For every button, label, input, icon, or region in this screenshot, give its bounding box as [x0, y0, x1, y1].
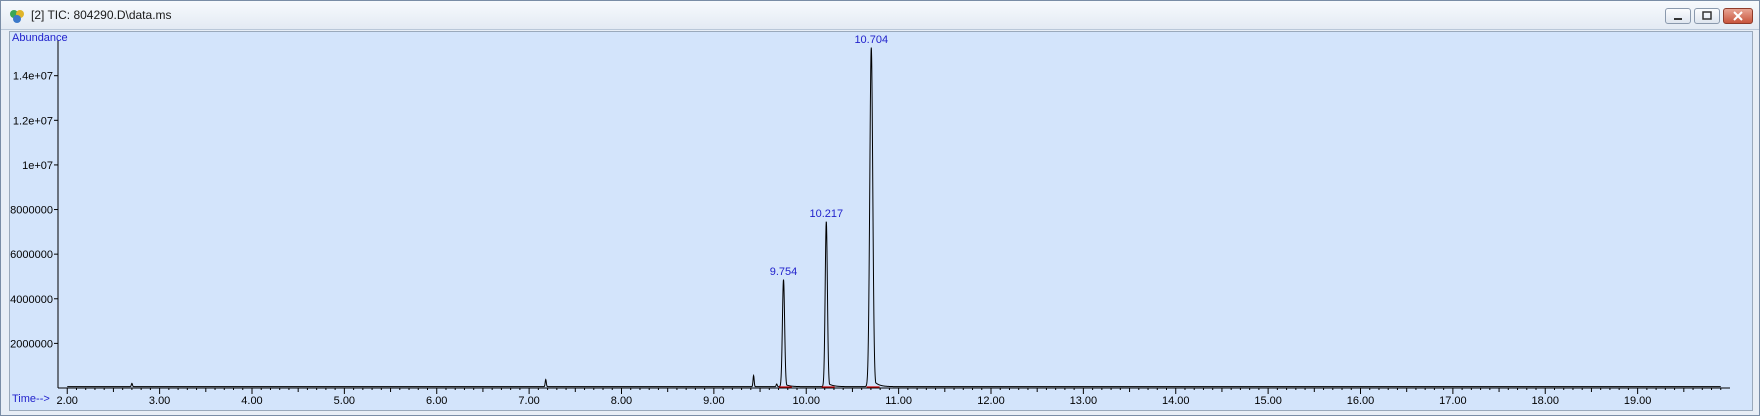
y-tick-label: 2000000 — [10, 338, 53, 350]
x-tick-label: 7.00 — [518, 395, 539, 407]
x-tick-label: 8.00 — [611, 395, 632, 407]
y-axis-title: Abundance — [12, 32, 68, 44]
restore-button[interactable] — [1694, 8, 1720, 24]
window-title: [2] TIC: 804290.D\data.ms — [31, 8, 172, 22]
x-tick-label: 10.00 — [792, 395, 820, 407]
x-tick-label: 14.00 — [1162, 395, 1190, 407]
x-tick-label: 4.00 — [241, 395, 262, 407]
peak-labels: 9.754 10.217 10.704 — [770, 34, 888, 278]
x-tick-label: 9.00 — [703, 395, 724, 407]
x-tick-label: 3.00 — [149, 395, 170, 407]
trace — [67, 47, 1721, 388]
minimize-icon — [1674, 18, 1682, 20]
title-bar[interactable]: [2] TIC: 804290.D\data.ms — [1, 1, 1759, 30]
x-tick-label: 2.00 — [57, 395, 78, 407]
x-tick-label: 18.00 — [1531, 395, 1559, 407]
x-tick-label: 6.00 — [426, 395, 447, 407]
x-tick-label: 11.00 — [885, 395, 912, 407]
chemstation-icon — [10, 10, 24, 23]
peak-label: 10.704 — [854, 34, 888, 46]
x-tick-label: 13.00 — [1070, 395, 1098, 407]
y-tick-label: 1e+07 — [22, 160, 53, 172]
y-tick-label: 1.4e+07 — [13, 71, 53, 83]
x-axis-title: Time--> — [12, 393, 50, 405]
x-tick-label: 19.00 — [1624, 395, 1652, 407]
x-tick-label: 16.00 — [1347, 395, 1375, 407]
y-tick-label: 1.2e+07 — [13, 115, 53, 127]
x-tick-label: 17.00 — [1439, 395, 1467, 407]
chromatogram-chart: Abundance Time--> 2000000 4000000 6000000 800… — [10, 32, 1730, 407]
plot-area: Abundance Time--> 2000000 4000000 6000000 800… — [9, 31, 1753, 411]
tic-trace-line — [67, 47, 1721, 388]
close-button[interactable] — [1723, 8, 1753, 24]
x-tick-label: 5.00 — [334, 395, 355, 407]
axes: Abundance Time--> 2000000 4000000 6000000 800… — [10, 32, 1730, 407]
y-tick-label: 8000000 — [10, 205, 53, 217]
restore-icon — [1702, 11, 1712, 20]
y-tick-label: 4000000 — [10, 294, 53, 306]
x-tick-label: 12.00 — [977, 395, 1005, 407]
peak-label: 9.754 — [770, 266, 798, 278]
minimize-button[interactable] — [1665, 8, 1691, 24]
peak-label: 10.217 — [809, 208, 843, 220]
close-icon — [1733, 11, 1743, 21]
y-tick-label: 6000000 — [10, 249, 53, 261]
x-tick-label: 15.00 — [1254, 395, 1282, 407]
